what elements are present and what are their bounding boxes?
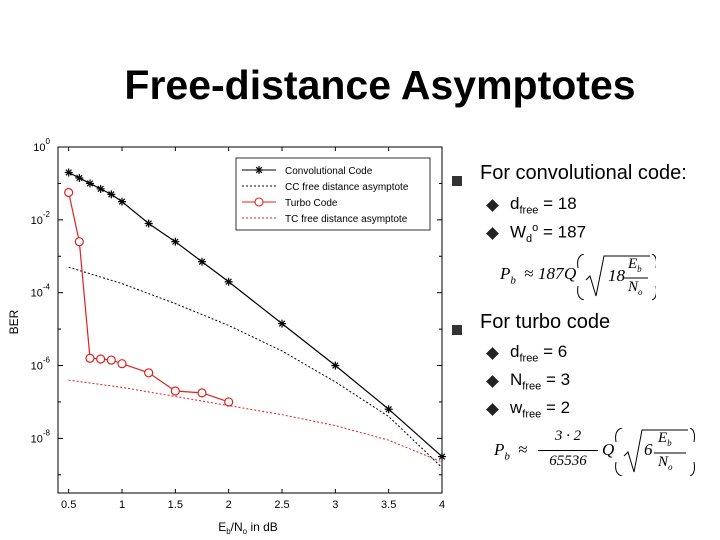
data-point-star (224, 277, 233, 286)
eq2-fraction-bar (538, 450, 598, 451)
data-point-star (96, 184, 105, 193)
data-point-circle (117, 359, 127, 369)
data-point-circle (170, 386, 180, 396)
y-tick-label: 10-4 (31, 283, 51, 300)
data-point-circle (224, 397, 234, 407)
series-3 (68, 379, 443, 463)
series-line (68, 266, 443, 468)
data-point-star (384, 405, 393, 414)
data-point-circle (96, 354, 106, 364)
y-tick-label: 100 (33, 137, 50, 154)
cc-dfree: dfree = 18 (510, 194, 577, 217)
data-point-star (144, 219, 153, 228)
page-title: Free-distance Asymptotes (124, 62, 636, 108)
data-point-star (118, 197, 126, 206)
data-point-star (75, 173, 84, 182)
y-tick-label: 10-6 (31, 356, 51, 373)
data-point-star (171, 237, 180, 246)
x-tick-label: 2 (226, 499, 232, 511)
y-axis-label: BER (7, 309, 21, 334)
data-point-star (64, 168, 73, 177)
legend-label: Turbo Code (285, 198, 338, 209)
y-tick-label: 10-2 (31, 210, 51, 227)
legend-label: Convolutional Code (285, 166, 373, 177)
x-tick-label: 3.5 (381, 499, 396, 511)
data-point-circle (64, 187, 74, 198)
data-point-star (331, 361, 340, 370)
x-tick-label: 2.5 (274, 499, 289, 511)
x-axis-label: Eb/No in dB (218, 520, 278, 536)
tc-heading: For turbo code (480, 311, 611, 333)
series-2 (64, 187, 234, 407)
chart-legend: Convolutional Code CC free distance asymp… (235, 157, 431, 231)
data-point-circle (106, 355, 116, 365)
x-tick-label: 3 (332, 499, 338, 511)
x-tick-label: 0.5 (61, 499, 76, 511)
legend-entry: CC free distance asymptote (242, 182, 409, 193)
data-point-circle (74, 237, 84, 247)
x-tick-label: 1.5 (168, 499, 183, 511)
bullet-diamond-tc-wfree (486, 403, 499, 416)
data-point-star (278, 319, 286, 328)
series-line (68, 192, 229, 403)
cc-wd: Wdo = 187 (510, 222, 587, 246)
series-0 (64, 168, 446, 461)
data-point-circle (144, 368, 154, 378)
data-point-star (198, 257, 206, 266)
series-line (68, 379, 443, 463)
bullet-diamond-tc-nfree (486, 375, 499, 388)
equation-tc: Pb ≈ 3 · 2 65536 Q 6 Eb No (494, 424, 695, 478)
series-line (68, 171, 443, 458)
x-tick-label: 1 (119, 499, 125, 511)
legend-entry: Turbo Code (242, 197, 338, 209)
tc-nfree: Nfree = 3 (510, 370, 571, 393)
legend-label: CC free distance asymptote (285, 182, 409, 193)
y-tick-label: 10-8 (31, 428, 51, 445)
eq1-radical (577, 254, 656, 300)
data-point-star (86, 179, 94, 188)
bullet-diamond-tc-dfree (486, 347, 499, 360)
data-point-star (107, 190, 116, 199)
data-point-circle (197, 388, 207, 398)
bullet-square-tc (452, 325, 462, 335)
eq2-radical (615, 428, 695, 476)
equation-cc: Pb ≈ 187 Q 18 Eb No (500, 252, 660, 302)
bullet-diamond-cc-dfree (486, 199, 499, 212)
cc-heading: For convolutional code: (480, 162, 687, 184)
bullet-diamond-cc-wd (486, 227, 499, 240)
data-point-star (438, 452, 446, 461)
legend-entry: TC free distance asymptote (242, 214, 408, 225)
tc-wfree: wfree = 2 (510, 398, 571, 421)
bullet-square-cc (452, 176, 462, 186)
legend-entry: Convolutional Code (242, 166, 373, 177)
data-point-circle (85, 353, 95, 363)
legend-label: TC free distance asymptote (285, 214, 408, 225)
series-1 (68, 266, 443, 468)
x-tick-label: 4 (439, 499, 445, 511)
tc-dfree: dfree = 6 (510, 342, 568, 365)
